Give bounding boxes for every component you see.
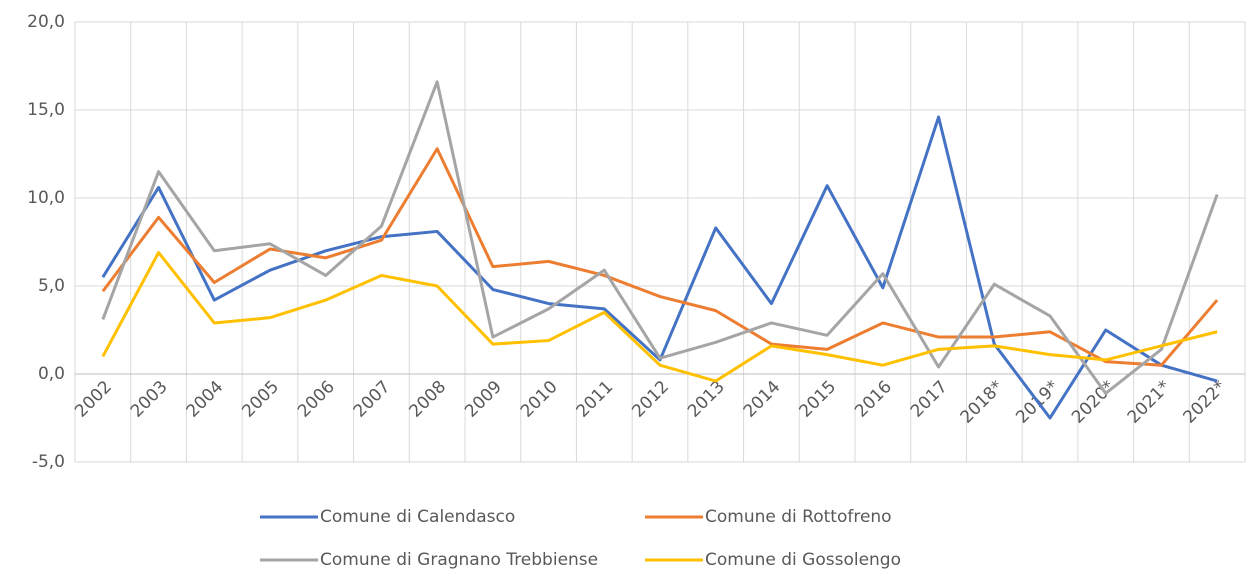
x-tick-label: 2002 (71, 377, 116, 422)
x-tick-label: 2021* (1124, 377, 1175, 428)
y-tick-label: -5,0 (32, 452, 65, 472)
x-tick-label: 2022* (1179, 377, 1230, 428)
y-tick-label: 20,0 (27, 12, 65, 32)
legend-label: Comune di Gragnano Trebbiense (320, 550, 598, 570)
legend-label: Comune di Calendasco (320, 507, 515, 527)
x-tick-label: 2014 (740, 377, 785, 422)
x-tick-label: 2013 (684, 377, 729, 422)
series-line (101, 80, 1219, 395)
series-line (101, 115, 1218, 420)
x-tick-label: 2008 (405, 377, 450, 422)
x-tick-label: 2007 (350, 377, 395, 422)
x-tick-label: 2012 (628, 377, 673, 422)
x-tick-label: 2017 (907, 377, 952, 422)
y-tick-label: 10,0 (27, 188, 65, 208)
x-tick-label: 2006 (294, 377, 339, 422)
x-tick-label: 2003 (127, 377, 172, 422)
x-tick-label: 2016 (851, 377, 896, 422)
x-tick-label: 2005 (238, 377, 283, 422)
x-tick-label: 2018* (957, 377, 1008, 428)
y-tick-label: 0,0 (38, 364, 65, 384)
series-line (101, 251, 1218, 383)
x-tick-label: 2020* (1068, 377, 1119, 428)
x-tick-label: 2011 (573, 377, 618, 422)
legend-label: Comune di Rottofreno (705, 507, 892, 527)
x-tick-label: 2010 (517, 377, 562, 422)
x-tick-label: 2009 (461, 377, 506, 422)
series-line (101, 147, 1219, 367)
x-tick-label: 2015 (795, 377, 840, 422)
y-tick-label: 5,0 (38, 276, 65, 296)
legend-label: Comune di Gossolengo (705, 550, 901, 570)
y-tick-label: 15,0 (27, 100, 65, 120)
x-tick-label: 2004 (183, 377, 228, 422)
